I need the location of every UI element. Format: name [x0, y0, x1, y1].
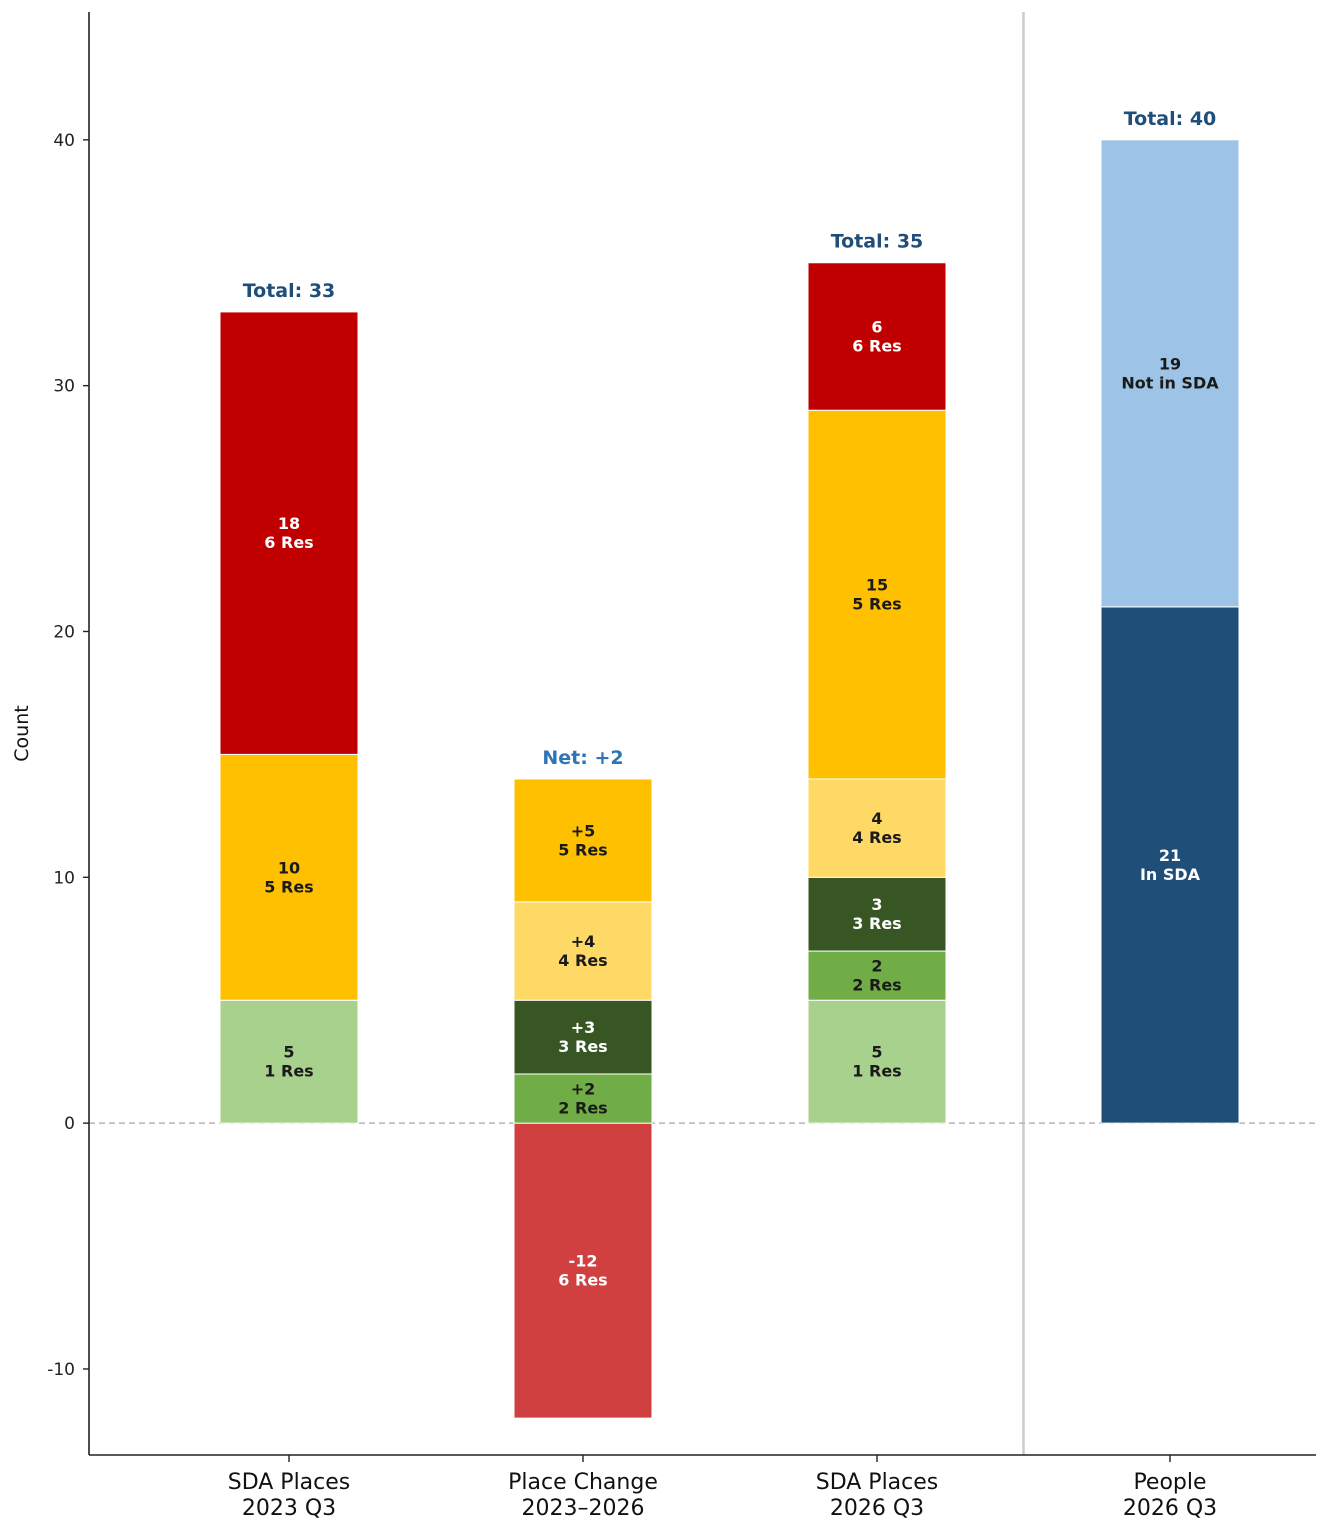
bar-total-label: Net: +2	[542, 747, 623, 769]
y-tick-label: 0	[64, 1114, 75, 1134]
bar-segment	[807, 409, 947, 780]
bar-segment	[807, 262, 947, 411]
segment-value-label: 3	[871, 895, 882, 914]
segment-value-label: 15	[866, 576, 888, 595]
segment-value-label: 21	[1159, 846, 1181, 865]
segment-sublabel: 4 Res	[558, 951, 607, 970]
x-category-label-line1: People	[1133, 1470, 1206, 1495]
y-axis-title: Count	[11, 705, 33, 761]
segment-value-label: +4	[571, 932, 596, 951]
segment-sublabel: 5 Res	[264, 877, 313, 896]
segment-sublabel: Not in SDA	[1121, 373, 1219, 392]
bar-total-label: Total: 35	[831, 231, 924, 253]
segment-sublabel: 6 Res	[264, 533, 313, 552]
y-tick-label: 30	[53, 377, 75, 397]
bar-segment	[219, 753, 359, 1001]
y-tick-label: 40	[53, 131, 75, 151]
x-category-label-line1: SDA Places	[816, 1470, 939, 1495]
bar-segment	[807, 778, 947, 878]
bar-segment	[513, 778, 653, 903]
bar-segment	[219, 311, 359, 755]
x-category-label-line2: 2023–2026	[522, 1496, 645, 1521]
segment-sublabel: 3 Res	[852, 914, 901, 933]
segment-value-label: 18	[278, 514, 300, 533]
bar-segment	[807, 999, 947, 1124]
segment-sublabel: 6 Res	[558, 1271, 607, 1290]
bar-segment	[1100, 139, 1240, 608]
bar-total-label: Total: 33	[243, 280, 336, 302]
x-category-label-line2: 2026 Q3	[830, 1496, 924, 1521]
bar-segment	[219, 999, 359, 1124]
bar-segment	[513, 1122, 653, 1419]
y-tick-label: 10	[53, 868, 75, 888]
segment-value-label: +3	[571, 1018, 596, 1037]
segment-sublabel: 2 Res	[558, 1099, 607, 1118]
segment-value-label: 5	[283, 1043, 294, 1062]
x-category-label-line1: Place Change	[508, 1470, 658, 1495]
x-category-label-line2: 2026 Q3	[1123, 1496, 1217, 1521]
segment-value-label: 6	[871, 317, 882, 336]
segment-value-label: -12	[569, 1252, 598, 1271]
segment-value-label: 19	[1159, 354, 1181, 373]
segment-sublabel: In SDA	[1140, 865, 1201, 884]
bar-segment	[513, 1073, 653, 1124]
segment-value-label: 2	[871, 957, 882, 976]
segment-value-label: +2	[571, 1080, 596, 1099]
segment-value-label: 4	[871, 809, 882, 828]
segment-sublabel: 5 Res	[558, 840, 607, 859]
segment-sublabel: 5 Res	[852, 595, 901, 614]
segment-value-label: 10	[278, 858, 300, 877]
segment-value-label: +5	[571, 821, 596, 840]
bar-segment	[1100, 606, 1240, 1124]
x-category-label-line1: SDA Places	[228, 1470, 351, 1495]
bar-segment	[807, 876, 947, 952]
segment-sublabel: 2 Res	[852, 976, 901, 995]
segment-sublabel: 1 Res	[264, 1062, 313, 1081]
segment-sublabel: 1 Res	[852, 1062, 901, 1081]
bar-segment	[513, 901, 653, 1001]
bar-total-label: Total: 40	[1124, 108, 1217, 130]
y-tick-label: -10	[47, 1360, 75, 1380]
segment-sublabel: 4 Res	[852, 828, 901, 847]
segment-value-label: 5	[871, 1043, 882, 1062]
x-category-label-line2: 2023 Q3	[242, 1496, 336, 1521]
segment-sublabel: 3 Res	[558, 1037, 607, 1056]
bar-segment	[513, 999, 653, 1075]
y-tick-label: 20	[53, 622, 75, 642]
segment-sublabel: 6 Res	[852, 336, 901, 355]
